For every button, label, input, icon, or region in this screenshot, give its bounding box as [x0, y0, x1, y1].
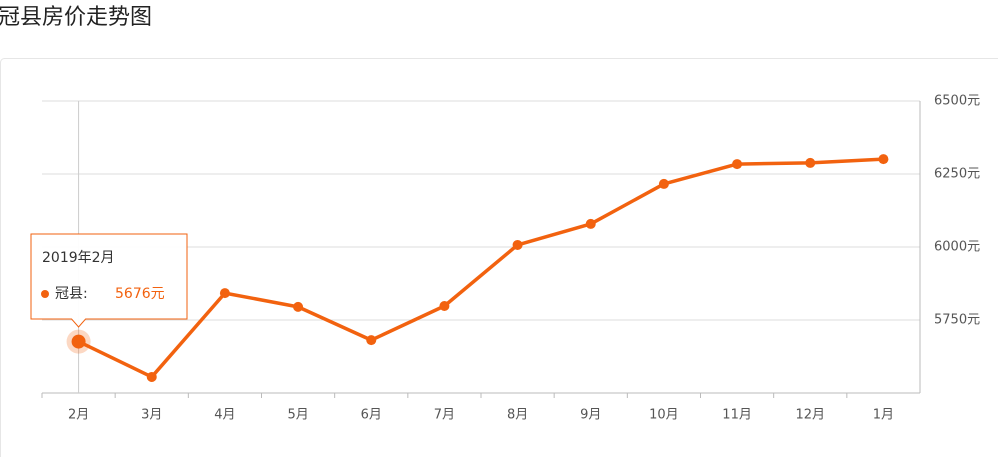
point: [366, 335, 376, 345]
tooltip-title: 2019年2月: [42, 250, 115, 266]
tooltip-value: 5676元: [115, 286, 165, 302]
point: [805, 158, 815, 168]
x-tick-label: 9月: [580, 408, 601, 423]
point: [513, 240, 523, 250]
x-tick-label: 6月: [361, 408, 382, 423]
x-tick-label: 1月: [873, 408, 894, 423]
x-tick-label: 4月: [214, 408, 235, 423]
point: [878, 154, 888, 164]
x-tick-label: 8月: [507, 408, 528, 423]
x-tick-label: 12月: [795, 408, 825, 423]
tooltip-marker: [41, 290, 49, 298]
chart-title: 冠县房价走势图: [0, 5, 152, 30]
point: [147, 372, 157, 382]
y-tick-label: 6500元: [934, 94, 980, 109]
x-tick-label: 2月: [68, 408, 89, 423]
x-tick-label: 10月: [649, 408, 679, 423]
point: [72, 335, 86, 349]
line: [79, 159, 884, 377]
point: [732, 159, 742, 169]
tooltip-name: 冠县:: [55, 286, 88, 302]
x-tick-label: 5月: [287, 408, 308, 423]
x-tick-label: 3月: [141, 408, 162, 423]
x-tick-label: 11月: [722, 408, 752, 423]
point: [586, 219, 596, 229]
y-tick-label: 6000元: [934, 240, 980, 255]
x-tick-label: 7月: [434, 408, 455, 423]
y-tick-label: 5750元: [934, 313, 980, 328]
y-tick-label: 6250元: [934, 167, 980, 182]
point: [220, 288, 230, 298]
tooltip-box: [31, 234, 187, 327]
point: [293, 302, 303, 312]
point: [659, 179, 669, 189]
point: [439, 301, 449, 311]
